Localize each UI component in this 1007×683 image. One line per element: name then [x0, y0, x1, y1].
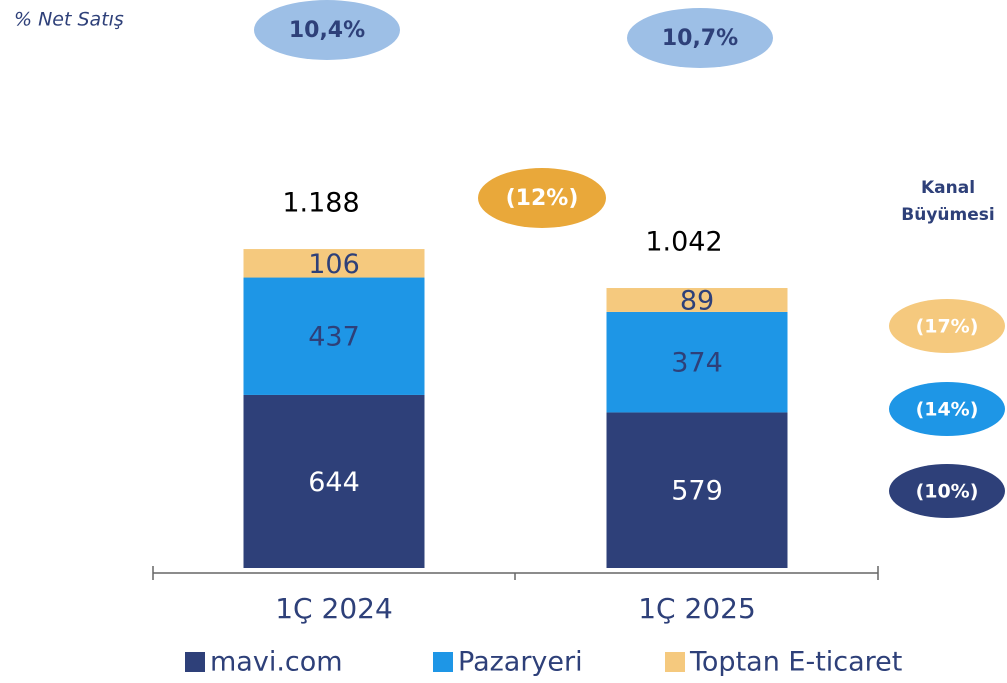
net-sales-label: % Net Satış — [14, 9, 124, 31]
bar-segment — [606, 311, 788, 413]
channel-growth-label: Büyümesi — [901, 205, 994, 225]
net-sales-share: 10,7% — [662, 26, 738, 51]
bar-segment — [243, 277, 425, 395]
x-tick-label: 1Ç 2024 — [275, 592, 393, 625]
bar-segment — [606, 412, 788, 568]
total-label: 1.042 — [645, 227, 722, 258]
segment-label: 89 — [680, 285, 714, 316]
segment-label: 644 — [308, 467, 360, 498]
net-sales-bubble — [254, 0, 400, 60]
bar-segment — [606, 288, 788, 312]
channel-growth-bubble — [889, 299, 1005, 353]
x-tick-label: 1Ç 2025 — [638, 592, 756, 625]
channel-growth-bubble — [889, 382, 1005, 436]
channel-growth-bubble — [889, 464, 1005, 518]
channel-growth: (10%) — [916, 481, 979, 503]
legend-swatch — [665, 652, 685, 672]
legend-label: Toptan E-ticaret — [689, 647, 902, 678]
legend-label: Pazaryeri — [458, 647, 583, 678]
channel-growth-label: Kanal — [921, 178, 975, 198]
legend-swatch — [185, 652, 205, 672]
total-label: 1.188 — [282, 187, 359, 218]
segment-label: 374 — [671, 348, 723, 379]
segment-label: 437 — [308, 322, 360, 353]
channel-growth: (14%) — [916, 399, 979, 421]
net-sales-share: 10,4% — [289, 18, 365, 43]
legend-swatch — [433, 652, 453, 672]
total-growth-bubble — [478, 168, 606, 228]
channel-growth: (17%) — [916, 316, 979, 338]
total-growth: (12%) — [506, 186, 579, 211]
segment-label: 579 — [671, 476, 723, 507]
bar-segment — [243, 394, 425, 568]
legend-label: mavi.com — [210, 647, 343, 678]
segment-label: 106 — [308, 249, 360, 280]
net-sales-bubble — [627, 8, 773, 68]
bar-segment — [243, 249, 425, 278]
